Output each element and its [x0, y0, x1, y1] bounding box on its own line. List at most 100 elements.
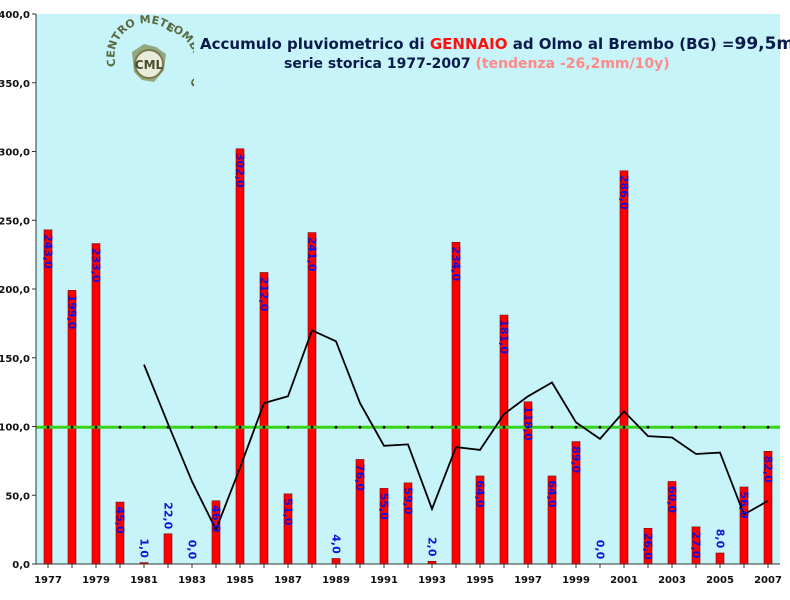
x-tick-label: 1979: [82, 575, 110, 586]
mean-marker: [574, 425, 578, 429]
title-subtitle: serie storica 1977-2007: [284, 56, 476, 72]
bar-label-2002: 26,0: [642, 533, 655, 560]
bars-layer: [43, 148, 773, 565]
bar-label-1988: 241,0: [306, 237, 319, 272]
y-tick-label: 300,0: [0, 148, 30, 159]
bar-label-1985: 302,0: [234, 153, 247, 188]
mean-marker: [454, 425, 458, 429]
moving-average-layer: [143, 329, 769, 532]
x-tick-label: 1985: [226, 575, 254, 586]
bar-1985: [235, 148, 245, 565]
y-tick-label: 0,0: [12, 560, 30, 571]
mean-marker: [262, 425, 266, 429]
title-prefix: Accumulo pluviometrico di: [200, 35, 430, 53]
bar-label-1994: 234,0: [450, 246, 463, 281]
logo-side-text: LOMBARDO: [165, 20, 205, 89]
mean-marker: [190, 425, 194, 429]
x-tick-label: 1987: [274, 575, 302, 586]
x-tick-label: 1983: [178, 575, 206, 586]
svg-text:LOMBARDO: LOMBARDO: [165, 20, 194, 89]
mean-marker: [94, 425, 98, 429]
bar-1977: [43, 229, 53, 565]
mean-marker: [118, 425, 122, 429]
y-tick-label: 250,0: [0, 216, 30, 227]
bar-labels-layer: 243,0 199,0 233,0 45,0 1,0 22,0 0,0 46,0 302,0 21…: [42, 153, 775, 560]
bar-label-1999: 89,0: [570, 446, 583, 473]
mean-marker: [478, 425, 482, 429]
x-tick-label: 1989: [322, 575, 350, 586]
bar-2001: [619, 170, 629, 565]
title-line-1: Accumulo pluviometrico di GENNAIO ad Olm…: [200, 34, 790, 54]
cml-logo-graphic: CML CENTRO METEO LOMBARDO: [99, 4, 205, 90]
bar-label-1990: 76,0: [354, 464, 367, 491]
logo-badge-circle: [134, 49, 164, 79]
bar-label-1979: 233,0: [90, 248, 103, 283]
title-total: 99,5mm: [734, 34, 790, 54]
x-tick-label: 2001: [610, 575, 638, 586]
title-month: GENNAIO: [429, 35, 508, 53]
bar-label-1998: 64,0: [546, 480, 559, 507]
bar-label-1981: 1,0: [138, 538, 151, 558]
mean-marker: [742, 425, 746, 429]
bar-label-2007: 82,0: [762, 456, 775, 483]
y-tick-label: 200,0: [0, 285, 30, 296]
x-tick-label: 1977: [34, 575, 62, 586]
bar-1994: [451, 242, 461, 565]
chart-title: Accumulo pluviometrico di GENNAIO ad Olm…: [200, 34, 790, 72]
bar-label-2003: 60,0: [666, 486, 679, 513]
mean-marker: [238, 425, 242, 429]
x-tick-label: 2003: [658, 575, 686, 586]
mean-marker: [526, 425, 530, 429]
y-tick-label: 150,0: [0, 354, 30, 365]
bar-2005: [715, 552, 725, 565]
cml-logo: CML CENTRO METEO LOMBARDO: [99, 4, 205, 104]
bar-label-1993: 2,0: [426, 537, 439, 557]
bar-label-1978: 199,0: [66, 294, 79, 329]
mean-marker: [406, 425, 410, 429]
bar-label-1991: 55,0: [378, 493, 391, 520]
mean-marker: [142, 425, 146, 429]
bar-1988: [307, 232, 317, 565]
bar-label-1980: 45,0: [114, 507, 127, 534]
mean-marker: [334, 425, 338, 429]
bar-label-1989: 4,0: [330, 534, 343, 554]
bar-1986: [259, 272, 269, 565]
bar-label-2004: 27,0: [690, 531, 703, 558]
bar-label-1984: 46,0: [210, 505, 223, 532]
bar-label-1986: 212,0: [258, 277, 271, 312]
mean-marker: [358, 425, 362, 429]
mean-marker: [718, 425, 722, 429]
mean-marker: [766, 425, 770, 429]
bar-label-1987: 51,0: [282, 498, 295, 525]
bar-label-2005: 8,0: [714, 529, 727, 549]
bar-1979: [91, 243, 101, 565]
x-tick-label: 1991: [370, 575, 398, 586]
x-tick-label: 1981: [130, 575, 158, 586]
bar-label-1992: 59,0: [402, 487, 415, 514]
bar-label-1983: 0,0: [186, 540, 199, 560]
bar-label-1997: 118,0: [522, 406, 535, 441]
bar-1982: [163, 533, 173, 565]
axes-layer: 0,0 50,0 100,0 150,0 200,0 250,0 300,0 350,0 400…: [0, 10, 782, 586]
bar-label-1977: 243,0: [42, 234, 55, 269]
mean-marker: [286, 425, 290, 429]
y-tick-label: 50,0: [5, 491, 30, 502]
mean-marker: [430, 425, 434, 429]
bar-label-2006: 56,0: [738, 491, 751, 518]
x-tick-label: 1999: [562, 575, 590, 586]
x-tick-label: 2005: [706, 575, 734, 586]
x-tick-label: 1997: [514, 575, 542, 586]
mean-marker: [694, 425, 698, 429]
bar-label-1995: 64,0: [474, 480, 487, 507]
bar-label-2001: 286,0: [618, 175, 631, 210]
mean-line-layer: [36, 425, 780, 429]
mean-marker: [214, 425, 218, 429]
mean-marker: [46, 425, 50, 429]
moving-average-line: [143, 329, 769, 532]
bar-label-1996: 181,0: [498, 319, 511, 354]
mean-marker: [550, 425, 554, 429]
logo-badge-text: CML: [135, 58, 164, 72]
x-tick-label: 1995: [466, 575, 494, 586]
y-tick-label: 350,0: [0, 79, 30, 90]
